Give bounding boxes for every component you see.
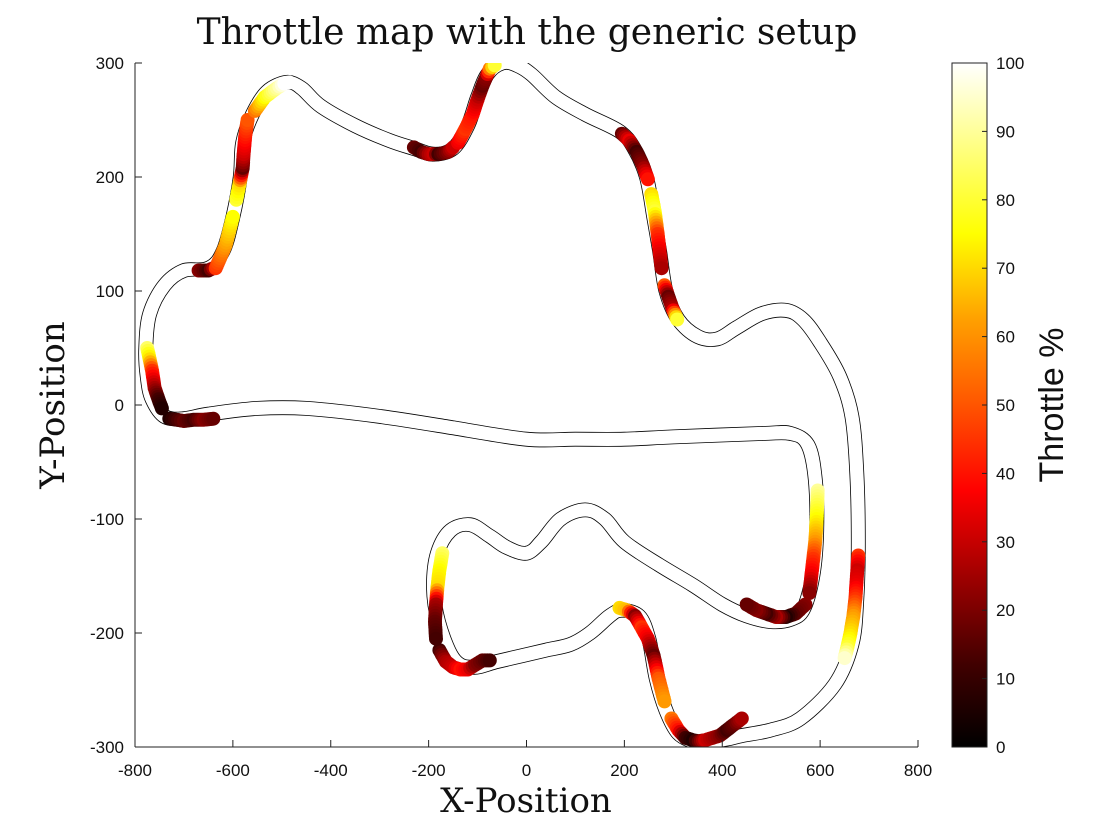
- colorbar-tick-label: 90: [996, 122, 1015, 141]
- colorbar-ticks: 0 10 20 30 40 50 60 70 80 90 100: [982, 54, 1024, 757]
- colorbar-tick-label: 100: [996, 54, 1024, 73]
- colorbar-tick-label: 50: [996, 396, 1015, 415]
- throttle-point: [734, 711, 749, 726]
- throttle-point: [282, 75, 297, 90]
- throttle-point: [206, 411, 221, 426]
- y-tick-label: -100: [90, 510, 124, 529]
- throttle-point: [154, 401, 169, 416]
- colorbar-tick-label: 70: [996, 259, 1015, 278]
- x-tick-label: -200: [412, 761, 446, 780]
- throttle-point: [429, 631, 443, 646]
- y-tick-label: -300: [90, 738, 124, 757]
- colorbar-tick-label: 10: [996, 670, 1015, 689]
- throttle-point: [482, 653, 497, 668]
- colorbar-gradient: [951, 62, 988, 748]
- y-tick-label: 100: [96, 282, 124, 301]
- y-tick-label: -200: [90, 624, 124, 643]
- x-tick-label: 600: [806, 761, 834, 780]
- colorbar-tick-label: 20: [996, 601, 1015, 620]
- colorbar: 0 10 20 30 40 50 60 70 80 90 100 Throttle %: [951, 54, 1071, 757]
- x-tick-label: 400: [708, 761, 736, 780]
- colorbar-tick-label: 60: [996, 328, 1015, 347]
- y-tick-label: 300: [96, 54, 124, 73]
- plot-area: -800 -600 -400 -200 0 200 400 600 800 -300 -200 -1…: [90, 54, 932, 780]
- x-tick-label: -800: [118, 761, 152, 780]
- colorbar-tick-label: 80: [996, 191, 1015, 210]
- x-tick-label: -600: [216, 761, 250, 780]
- throttle-point: [654, 261, 669, 276]
- y-axis-label: Y-Position: [33, 321, 73, 489]
- chart-title: Throttle map with the generic setup: [197, 12, 858, 53]
- throttle-points: [140, 63, 866, 747]
- track-outer-edge: [152, 68, 852, 736]
- colorbar-tick-label: 0: [996, 738, 1005, 757]
- throttle-point: [657, 694, 672, 709]
- colorbar-tick-label: 40: [996, 464, 1015, 483]
- y-tick-label: 200: [96, 168, 124, 187]
- x-ticks: -800 -600 -400 -200 0 200 400 600 800: [118, 740, 932, 780]
- x-tick-label: 800: [904, 761, 932, 780]
- throttle-point: [802, 586, 817, 601]
- throttle-point: [225, 209, 240, 224]
- colorbar-tick-label: 30: [996, 533, 1015, 552]
- x-axis-label: X-Position: [440, 781, 612, 821]
- x-tick-label: 0: [522, 761, 531, 780]
- throttle-point: [670, 312, 685, 327]
- colorbar-label: Throttle %: [1033, 328, 1071, 483]
- y-ticks: -300 -200 -100 0 100 200 300: [90, 54, 142, 757]
- y-tick-label: 0: [115, 396, 124, 415]
- throttle-point: [487, 63, 502, 73]
- x-tick-label: -400: [314, 761, 348, 780]
- plot-frame: [135, 63, 918, 747]
- throttle-point: [837, 651, 852, 666]
- x-tick-label: 200: [610, 761, 638, 780]
- throttle-point: [640, 172, 655, 187]
- throttle-point: [739, 597, 754, 612]
